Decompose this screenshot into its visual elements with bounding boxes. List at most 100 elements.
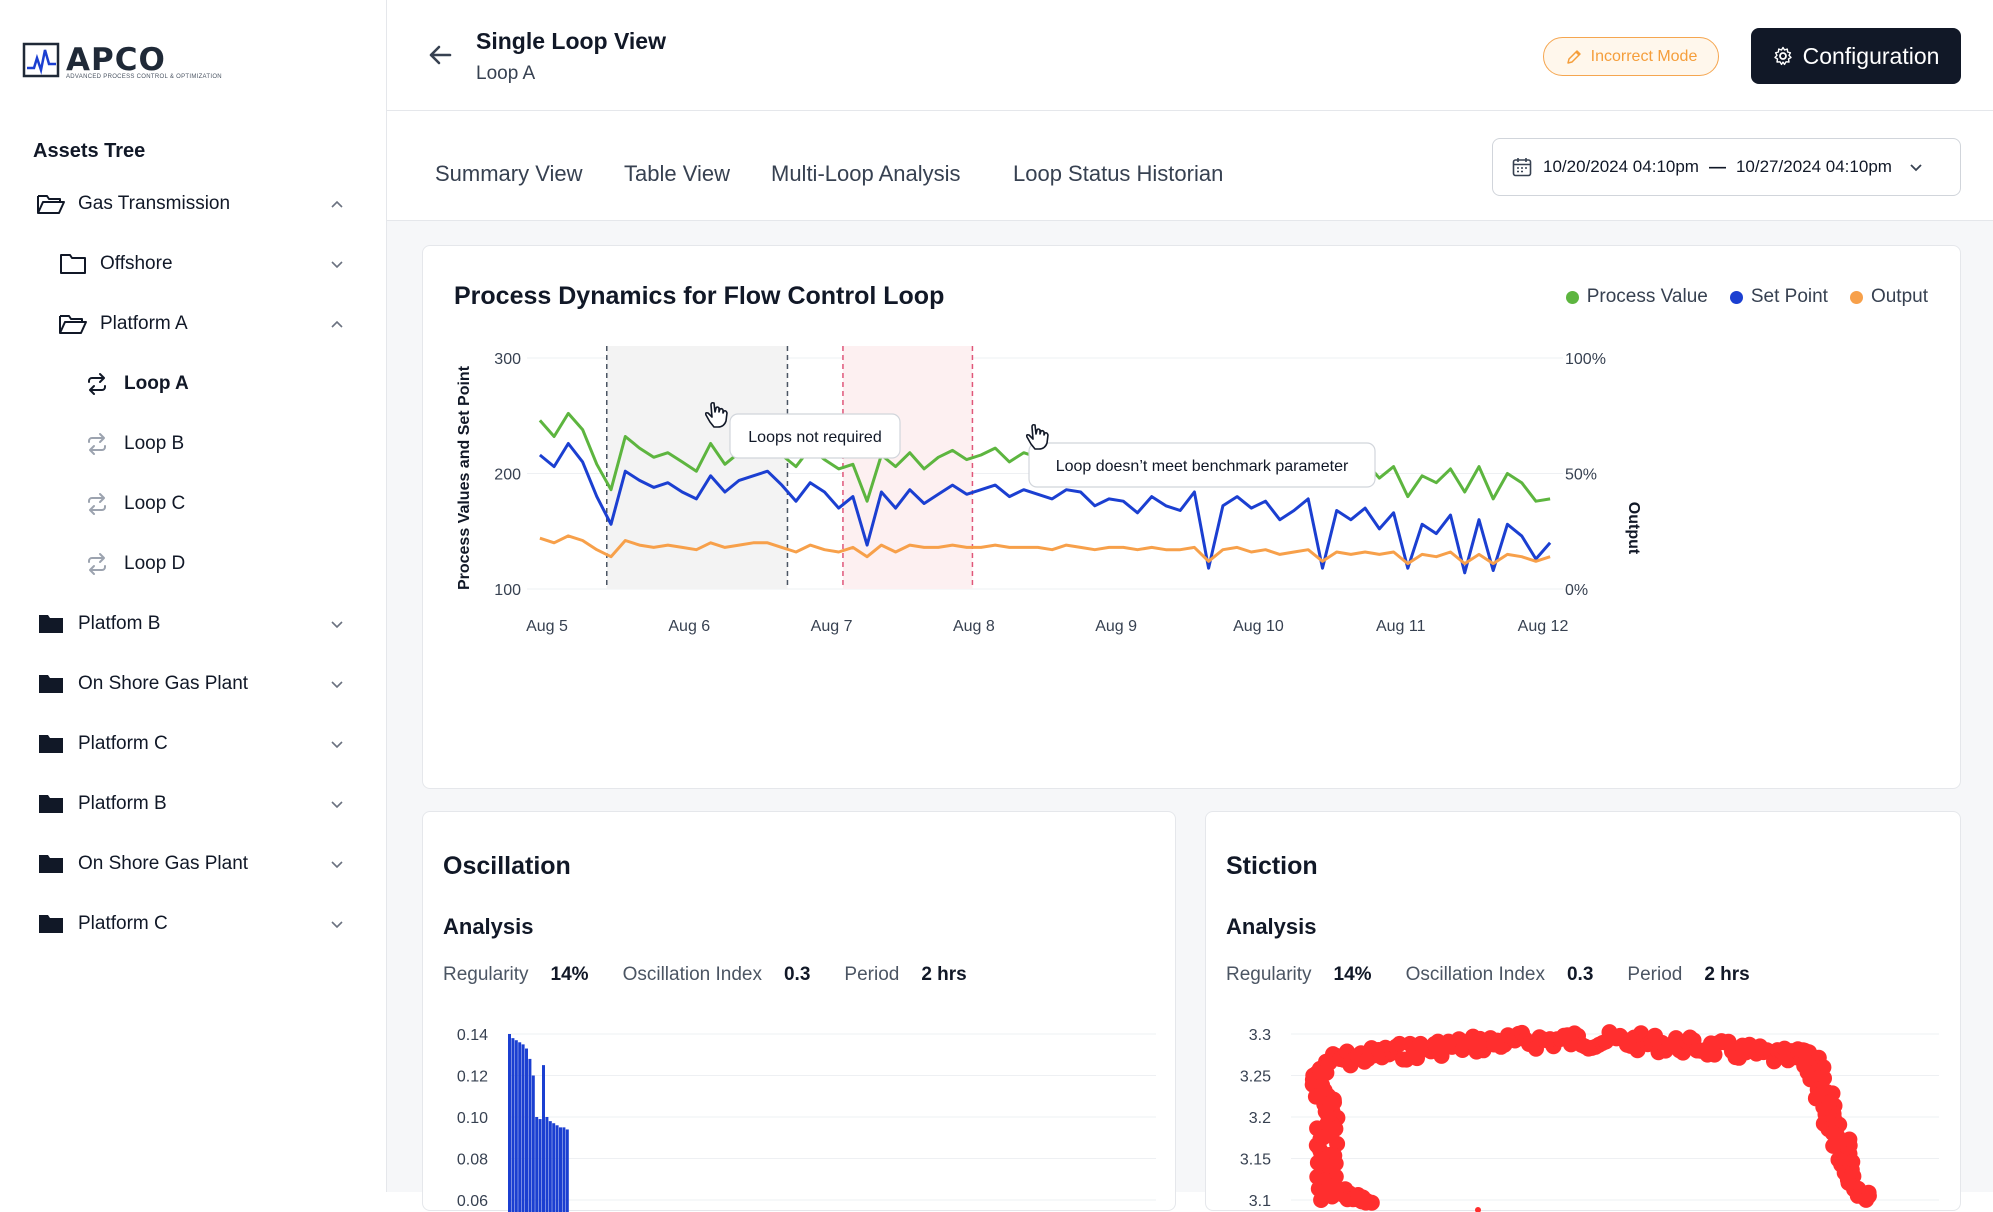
chevron-down-icon[interactable] [328, 675, 346, 693]
annotation-text: Loops not required [748, 429, 881, 446]
oscillation-bar [522, 1044, 525, 1212]
sidebar-item-loop-c[interactable]: Loop C [82, 484, 386, 524]
chevron-down-icon[interactable] [328, 855, 346, 873]
pencil-icon [1565, 48, 1583, 66]
hand-cursor-shape [1027, 425, 1048, 449]
loop-icon [82, 491, 112, 517]
sidebar-item-gas-transmission[interactable]: Gas Transmission [36, 184, 386, 224]
folder-open-icon [58, 311, 88, 337]
sidebar-item-label: Gas Transmission [78, 193, 230, 215]
tab-multi-loop-analysis[interactable]: Multi-Loop Analysis [771, 161, 961, 187]
tab-summary-view[interactable]: Summary View [435, 161, 583, 187]
sidebar-item-platform-c[interactable]: Platform C [36, 724, 386, 764]
page-subtitle: Loop A [476, 63, 535, 85]
process-dynamics-card: Process Dynamics for Flow Control Loop P… [422, 245, 1961, 789]
sidebar-item-label: Offshore [100, 253, 173, 275]
folder-filled-icon [36, 911, 66, 937]
tab-table-view[interactable]: Table View [624, 161, 730, 187]
sidebar-item-on-shore-gas-plant[interactable]: On Shore Gas Plant [36, 844, 386, 884]
chevron-up-icon[interactable] [328, 195, 346, 213]
configuration-button[interactable]: Configuration [1751, 28, 1961, 84]
chevron-up-icon[interactable] [328, 315, 346, 333]
annotation-text: Loop doesn’t meet benchmark parameter [1056, 458, 1349, 475]
sidebar-item-label: Platform A [100, 313, 188, 335]
oscillation-chart: 0.140.120.100.080.06 [423, 812, 1177, 1212]
hand-cursor-icon [1027, 425, 1048, 449]
stiction-point [1475, 1207, 1481, 1212]
oscillation-bar [542, 1065, 545, 1212]
gear-icon [1773, 46, 1793, 66]
assets-tree-title: Assets Tree [33, 140, 145, 163]
oscillation-bar [535, 1117, 538, 1212]
y-tick-label: 100 [494, 582, 521, 599]
sidebar-item-platform-c[interactable]: Platform C [36, 904, 386, 944]
page-header: Single Loop View Loop A Incorrect Mode C… [387, 0, 1993, 111]
logo-mark-icon [22, 40, 62, 80]
y2-axis-label: Output [1625, 502, 1642, 555]
folder-filled-icon [36, 611, 66, 637]
y-tick-label: 0.14 [457, 1027, 488, 1044]
chevron-down-icon[interactable] [328, 795, 346, 813]
oscillation-bar [549, 1121, 552, 1212]
chevron-down-icon[interactable] [328, 255, 346, 273]
sidebar-item-loop-a[interactable]: Loop A [82, 364, 386, 404]
sidebar-item-label: On Shore Gas Plant [78, 673, 248, 695]
sidebar-item-on-shore-gas-plant[interactable]: On Shore Gas Plant [36, 664, 386, 704]
x-tick-label: Aug 7 [811, 618, 853, 635]
y-tick-label: 3.15 [1240, 1152, 1271, 1169]
loop-icon [82, 371, 112, 397]
calendar-icon [1511, 156, 1533, 178]
y-tick-label: 200 [494, 467, 521, 484]
chevron-down-icon [1908, 159, 1924, 175]
sidebar-item-platform-a[interactable]: Platform A [58, 304, 386, 344]
sidebar-item-platform-b[interactable]: Platform B [36, 784, 386, 824]
oscillation-bar [556, 1125, 559, 1212]
sidebar-item-loop-d[interactable]: Loop D [82, 544, 386, 584]
y-tick-label: 3.3 [1249, 1027, 1271, 1044]
main-content: Process Dynamics for Flow Control Loop P… [387, 221, 1993, 1192]
tab-loop-status-historian[interactable]: Loop Status Historian [1013, 161, 1223, 187]
stiction-point [1825, 1138, 1841, 1154]
brand-tagline: ADVANCED PROCESS CONTROL & OPTIMIZATION [66, 74, 222, 80]
date-range-separator: — [1709, 157, 1726, 177]
sidebar-item-label: Platform C [78, 733, 168, 755]
sidebar: APCO ADVANCED PROCESS CONTROL & OPTIMIZA… [0, 0, 387, 1192]
folder-filled-icon [36, 731, 66, 757]
page-title: Single Loop View [476, 28, 666, 55]
oscillation-bar [525, 1049, 528, 1212]
sidebar-item-label: Loop A [124, 373, 189, 395]
date-range-start: 10/20/2024 04:10pm [1543, 157, 1699, 177]
x-tick-label: Aug 10 [1233, 618, 1284, 635]
view-tabs-bar: Summary View Table View Multi-Loop Analy… [387, 111, 1993, 221]
back-arrow-icon[interactable] [423, 38, 457, 72]
date-range-picker[interactable]: 10/20/2024 04:10pm — 10/27/2024 04:10pm [1492, 138, 1961, 196]
chevron-down-icon[interactable] [328, 615, 346, 633]
x-tick-label: Aug 11 [1376, 618, 1426, 635]
folder-open-icon [36, 191, 66, 217]
y-tick-label: 0.10 [457, 1110, 488, 1127]
y-tick-label: 3.25 [1240, 1069, 1271, 1086]
sidebar-item-loop-b[interactable]: Loop B [82, 424, 386, 464]
sidebar-item-label: Platform C [78, 913, 168, 935]
y2-tick-label: 0% [1565, 582, 1588, 599]
y-tick-label: 300 [494, 351, 521, 368]
x-tick-label: Aug 12 [1518, 618, 1569, 635]
folder-filled-icon [36, 671, 66, 697]
chevron-down-icon[interactable] [328, 735, 346, 753]
y-axis-label: Process Values and Set Point [456, 365, 473, 590]
oscillation-bar [515, 1040, 518, 1212]
sidebar-item-platfom-b[interactable]: Platfom B [36, 604, 386, 644]
brand-name: APCO [66, 45, 166, 76]
folder-icon [58, 251, 88, 277]
loop-icon [82, 431, 112, 457]
sidebar-item-offshore[interactable]: Offshore [58, 244, 386, 284]
chevron-down-icon[interactable] [328, 915, 346, 933]
oscillation-bar [539, 1119, 542, 1212]
incorrect-mode-badge[interactable]: Incorrect Mode [1543, 37, 1719, 76]
sidebar-item-label: Platfom B [78, 613, 160, 635]
y2-tick-label: 100% [1565, 351, 1606, 368]
brand-logo: APCO ADVANCED PROCESS CONTROL & OPTIMIZA… [22, 40, 166, 80]
